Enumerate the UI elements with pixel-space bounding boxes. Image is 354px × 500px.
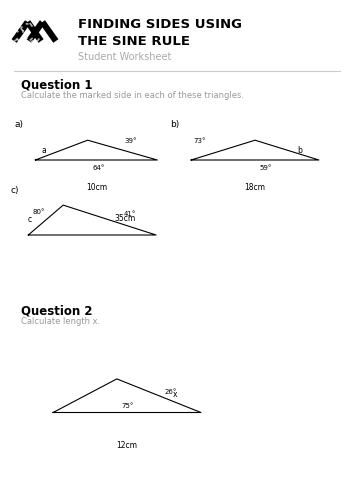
Text: a: a: [41, 146, 46, 154]
Text: 73°: 73°: [194, 138, 206, 144]
Text: 12cm: 12cm: [116, 440, 137, 450]
Text: b: b: [297, 146, 302, 154]
Text: x: x: [173, 390, 177, 400]
Text: Student Worksheet: Student Worksheet: [78, 52, 171, 62]
Text: 10cm: 10cm: [86, 183, 107, 192]
Text: 26°: 26°: [165, 388, 177, 394]
Text: a): a): [14, 120, 23, 130]
Text: 39°: 39°: [125, 138, 137, 144]
Text: c): c): [11, 186, 19, 194]
Text: Question 1: Question 1: [21, 78, 93, 92]
Text: 80°: 80°: [33, 210, 45, 216]
Text: 35cm: 35cm: [115, 214, 136, 223]
Text: 64°: 64°: [92, 164, 104, 170]
Text: 75°: 75°: [121, 404, 133, 409]
Text: Calculate length x.: Calculate length x.: [21, 318, 101, 326]
Text: 18cm: 18cm: [245, 183, 266, 192]
Text: c: c: [28, 215, 32, 224]
Text: THE SINE RULE: THE SINE RULE: [78, 35, 190, 48]
Text: Question 2: Question 2: [21, 305, 93, 318]
Text: Calculate the marked side in each of these triangles.: Calculate the marked side in each of the…: [21, 91, 244, 100]
Text: FINDING SIDES USING: FINDING SIDES USING: [78, 18, 242, 30]
Text: 59°: 59°: [259, 164, 272, 170]
Text: b): b): [170, 120, 179, 130]
Text: 41°: 41°: [123, 211, 136, 217]
